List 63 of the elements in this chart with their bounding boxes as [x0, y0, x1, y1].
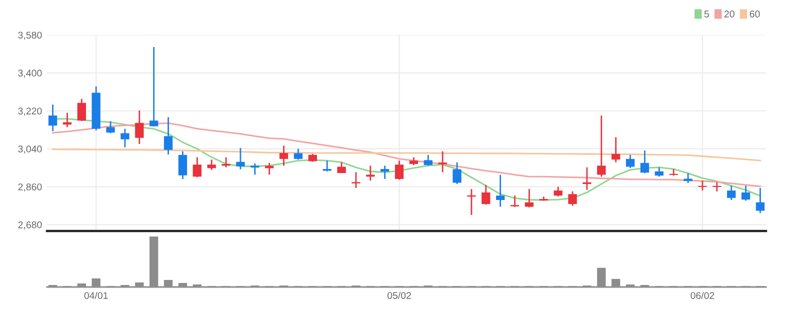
bar: [164, 280, 173, 287]
x-tick-label: 06/02: [690, 292, 714, 299]
candlestick: [236, 147, 245, 170]
candlestick: [756, 187, 765, 214]
candlestick: [106, 120, 115, 134]
y-tick-label: 3,580: [18, 32, 42, 40]
candlestick: [192, 156, 202, 178]
candlestick: [207, 158, 216, 171]
candlestick: [712, 182, 722, 192]
candlestick: [294, 148, 303, 160]
y-tick-label: 3,040: [18, 146, 42, 154]
bar: [626, 284, 635, 287]
candlestick: [612, 136, 620, 163]
legend-label: 60: [750, 10, 760, 18]
candlestick: [568, 190, 577, 206]
candlestick: [279, 144, 288, 166]
candlestick: [626, 154, 635, 169]
x-tick-label: 04/01: [84, 292, 108, 299]
bar: [597, 268, 606, 287]
candlestick: [380, 164, 390, 180]
candlestick: [597, 114, 606, 178]
candlestick: [496, 174, 505, 208]
candlestick: [48, 104, 58, 132]
candlestick: [741, 184, 750, 202]
bar: [77, 283, 86, 287]
candlestick: [424, 154, 432, 166]
candlestick: [352, 172, 360, 189]
candlestick: [135, 110, 144, 145]
candlestick: [366, 164, 375, 182]
candlestick: [654, 166, 664, 178]
bar: [192, 284, 202, 287]
y-tick-label: 3,400: [18, 70, 42, 78]
candlestick: [669, 168, 678, 176]
candlestick: [178, 150, 188, 180]
candlestick: [524, 188, 534, 208]
candlestick: [77, 98, 86, 122]
bar: [92, 278, 100, 287]
candlestick: [250, 162, 260, 176]
candlestick: [482, 184, 490, 206]
candlestick: [698, 180, 707, 192]
candlestick: [120, 128, 130, 148]
candlestick: [452, 162, 462, 185]
candlestick: [554, 186, 562, 198]
legend-label: 5: [704, 10, 709, 18]
candlestick: [727, 184, 736, 201]
bar: [612, 278, 620, 287]
bar: [178, 282, 188, 287]
candlestick: [582, 166, 592, 191]
x-tick-label: 05/02: [387, 292, 411, 299]
candlestick: [510, 194, 520, 208]
candlestick: [640, 150, 650, 174]
line-series: [52, 122, 761, 188]
bar: [135, 282, 144, 287]
legend-label: 20: [724, 10, 734, 18]
y-tick-label: 3,220: [18, 108, 42, 116]
candlestick: [150, 46, 158, 128]
candlestick: [684, 172, 692, 184]
candlestick: [222, 156, 230, 168]
bar: [150, 236, 158, 287]
candlestick: [394, 160, 404, 180]
y-tick-label: 2,860: [18, 183, 42, 192]
y-tick-label: 2,680: [18, 221, 42, 230]
candlestick: [164, 116, 173, 156]
